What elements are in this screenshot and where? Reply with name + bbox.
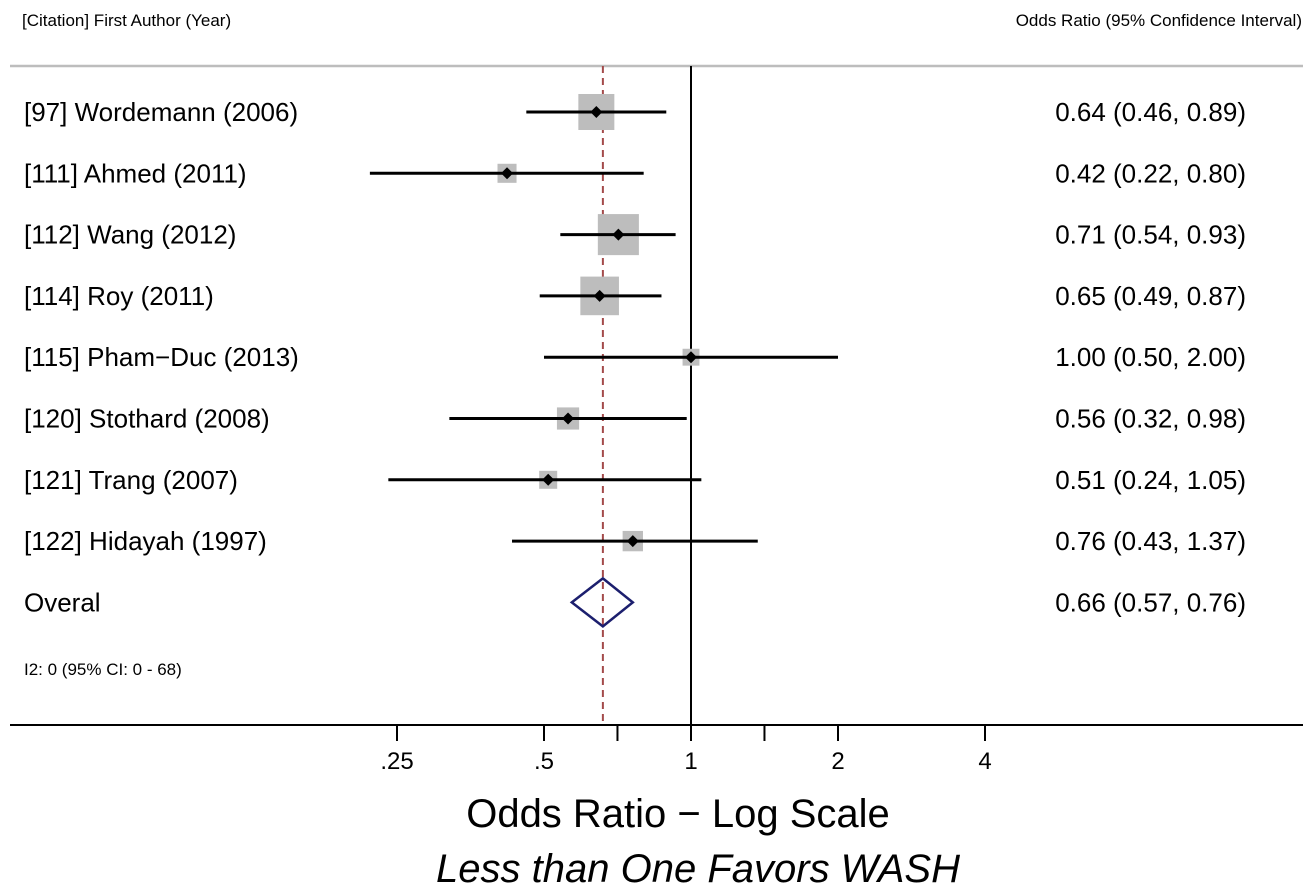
study-row: [97] Wordemann (2006) 0.64 (0.46, 0.89) [24,94,1246,130]
study-ci-text: 0.42 (0.22, 0.80) [1055,158,1246,188]
study-point-estimate [501,167,514,180]
study-label: [114] Roy (2011) [24,281,214,311]
study-ci-text: 0.64 (0.46, 0.89) [1055,97,1246,127]
overall-row: Overal 0.66 (0.57, 0.76) [24,576,1246,628]
study-ci-text: 1.00 (0.50, 2.00) [1055,342,1246,372]
study-row: [111] Ahmed (2011) 0.42 (0.22, 0.80) [24,158,1246,188]
study-row: [120] Stothard (2008) 0.56 (0.32, 0.98) [24,404,1246,434]
study-row: [112] Wang (2012) 0.71 (0.54, 0.93) [24,214,1246,256]
study-row: [122] Hidayah (1997) 0.76 (0.43, 1.37) [24,526,1246,556]
study-point-estimate [593,289,606,302]
study-label: [112] Wang (2012) [24,220,236,250]
study-ci-text: 0.76 (0.43, 1.37) [1055,526,1246,556]
study-label: [97] Wordemann (2006) [24,97,298,127]
study-point-estimate [626,535,639,548]
heterogeneity-stat: I2: 0 (95% CI: 0 - 68) [24,660,182,679]
study-point-estimate [612,228,625,241]
x-tick-label: 2 [831,748,844,775]
x-tick-label: 4 [978,748,991,775]
study-point-estimate [590,106,603,118]
study-ci-text: 0.71 (0.54, 0.93) [1055,220,1246,250]
overall-label: Overal [24,587,101,617]
x-axis-ticks: .25 .5 1 2 4 [380,725,992,775]
plot-area: [97] Wordemann (2006) 0.64 (0.46, 0.89) [1… [24,66,1246,725]
study-label: [121] Trang (2007) [24,465,238,495]
study-ci-text: 0.51 (0.24, 1.05) [1055,465,1246,495]
study-row: [121] Trang (2007) 0.51 (0.24, 1.05) [24,465,1246,495]
study-ci-text: 0.65 (0.49, 0.87) [1055,281,1246,311]
study-ci-text: 0.56 (0.32, 0.98) [1055,404,1246,434]
study-label: [111] Ahmed (2011) [24,158,247,188]
x-axis-subtitle: Less than One Favors WASH [436,847,960,885]
x-tick-label: 1 [684,748,697,775]
x-tick-label: .25 [380,748,413,775]
study-label: [115] Pham−Duc (2013) [24,342,299,372]
header-right-label: Odds Ratio (95% Confidence Interval) [1016,11,1302,30]
x-tick-label: .5 [534,748,554,775]
study-row: [115] Pham−Duc (2013) 1.00 (0.50, 2.00) [24,342,1246,372]
header-left-label: [Citation] First Author (Year) [22,11,231,30]
overall-diamond [569,576,635,628]
study-point-estimate [685,351,697,364]
study-row: [114] Roy (2011) 0.65 (0.49, 0.87) [24,276,1246,316]
study-label: [120] Stothard (2008) [24,404,270,434]
study-point-estimate [562,412,575,425]
x-axis-title: Odds Ratio − Log Scale [466,792,890,836]
overall-ci-text: 0.66 (0.57, 0.76) [1055,587,1246,617]
study-label: [122] Hidayah (1997) [24,526,267,556]
study-point-estimate [542,473,555,486]
